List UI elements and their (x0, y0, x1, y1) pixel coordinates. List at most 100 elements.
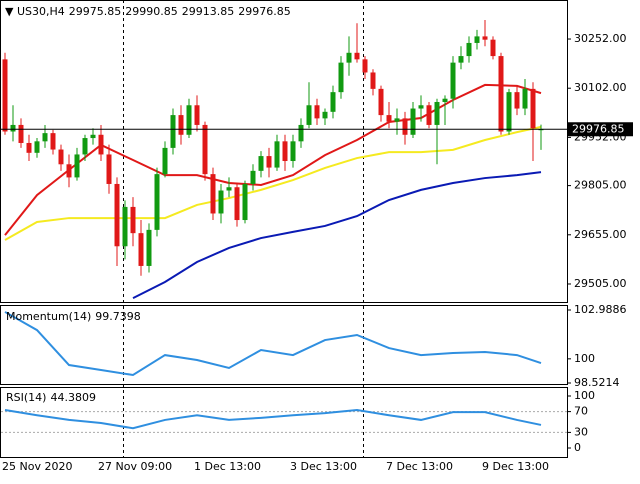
indicator-name: RSI(14) (6, 391, 46, 404)
momentum-title: Momentum(14) 99.7398 (6, 310, 141, 323)
candle-body (74, 154, 80, 178)
candle-body (458, 56, 464, 63)
candle-body (194, 105, 200, 125)
candle-body (314, 105, 320, 119)
y-tick-label: 30 (574, 425, 588, 438)
y-tick-label: 30102.00 (574, 81, 627, 94)
x-tick-label: 27 Nov 09:00 (98, 460, 172, 473)
x-tick-label: 3 Dec 13:00 (290, 460, 357, 473)
indicator-value: 99.7398 (95, 310, 141, 323)
candle-body (210, 174, 216, 214)
candle-body (298, 124, 304, 142)
candle-body (90, 134, 96, 139)
candle-body (58, 149, 64, 165)
x-tick-label: 25 Nov 2020 (2, 460, 72, 473)
candle-body (346, 52, 352, 63)
y-tick-label: 98.5214 (574, 376, 620, 389)
candle-body (362, 59, 368, 73)
indicator-line (4, 83, 542, 236)
indicator-value: 44.3809 (50, 391, 96, 404)
candle-body (418, 105, 424, 109)
x-tick-label: 1 Dec 13:00 (194, 460, 261, 473)
candle-body (522, 88, 528, 109)
candle-body (306, 105, 312, 125)
candle-body (146, 229, 152, 266)
candle-body (34, 141, 40, 153)
candle-body (202, 124, 208, 175)
low-value: 29913.85 (182, 5, 235, 18)
candle-body (50, 133, 56, 150)
momentum-panel (0, 305, 568, 385)
candle-body (42, 133, 48, 142)
candle-body (218, 190, 224, 214)
candle-body (370, 72, 376, 89)
candle-body (186, 105, 192, 135)
candle-body (170, 115, 176, 148)
candle-body (130, 206, 136, 234)
current-price-box (567, 122, 633, 137)
candle-body (290, 141, 296, 162)
high-value: 29990.85 (125, 5, 178, 18)
candle-body (138, 233, 144, 266)
candle-body (378, 88, 384, 116)
candle-body (450, 62, 456, 99)
candle-body (410, 108, 416, 135)
candle-body (514, 92, 520, 109)
indicator-name: Momentum(14) (6, 310, 91, 323)
candle-body (106, 154, 112, 184)
y-tick-label: 30252.00 (574, 32, 627, 45)
candle-body (354, 52, 360, 60)
candle-body (466, 42, 472, 57)
indicator-line (4, 409, 542, 430)
candle-body (330, 92, 336, 112)
candle-body (266, 156, 272, 168)
current-price-label: 29976.85 (572, 122, 625, 135)
y-tick-label: 102.9886 (574, 303, 627, 316)
candle-body (402, 118, 408, 135)
indicator-line (4, 311, 542, 377)
candle-body (434, 101, 440, 125)
candle-body (26, 142, 32, 153)
candle-body (114, 183, 120, 247)
candle-body (2, 59, 8, 132)
y-tick-label: 0 (574, 441, 581, 454)
candle-body (98, 134, 104, 155)
indicator-line (132, 171, 542, 299)
chart-header: ▼ US30,H4 29975.85 29990.85 29913.85 29976.8… (5, 5, 291, 18)
y-tick-label: 100 (574, 352, 595, 365)
y-tick-label: 29655.00 (574, 228, 627, 241)
main-panel (0, 0, 568, 303)
candle-body (66, 164, 72, 178)
x-tick-label: 9 Dec 13:00 (482, 460, 549, 473)
rsi-title: RSI(14) 44.3809 (6, 391, 96, 404)
candle-body (338, 62, 344, 93)
candle-body (498, 56, 504, 132)
candle-body (426, 105, 432, 125)
indicator-line (4, 125, 542, 241)
candle-body (250, 170, 256, 184)
candle-body (322, 111, 328, 119)
candle-body (490, 39, 496, 57)
candle-body (386, 115, 392, 122)
candle-body (82, 138, 88, 155)
y-tick-label: 100 (574, 389, 595, 402)
candle-body (242, 183, 248, 221)
candle-body (530, 88, 536, 129)
candle-body (474, 36, 480, 43)
close-value: 29976.85 (238, 5, 291, 18)
candle-body (178, 115, 184, 135)
candle-body (394, 118, 400, 122)
chart-title: US30,H4 (17, 5, 65, 18)
candle-body (154, 174, 160, 230)
x-tick-label: 7 Dec 13:00 (386, 460, 453, 473)
candle-body (274, 141, 280, 168)
open-value: 29975.85 (69, 5, 122, 18)
candle-body (162, 147, 168, 175)
candle-body (258, 156, 264, 171)
candle-body (10, 124, 16, 132)
candle-body (482, 36, 488, 40)
candle-body (442, 98, 448, 102)
rsi-panel (0, 387, 568, 458)
